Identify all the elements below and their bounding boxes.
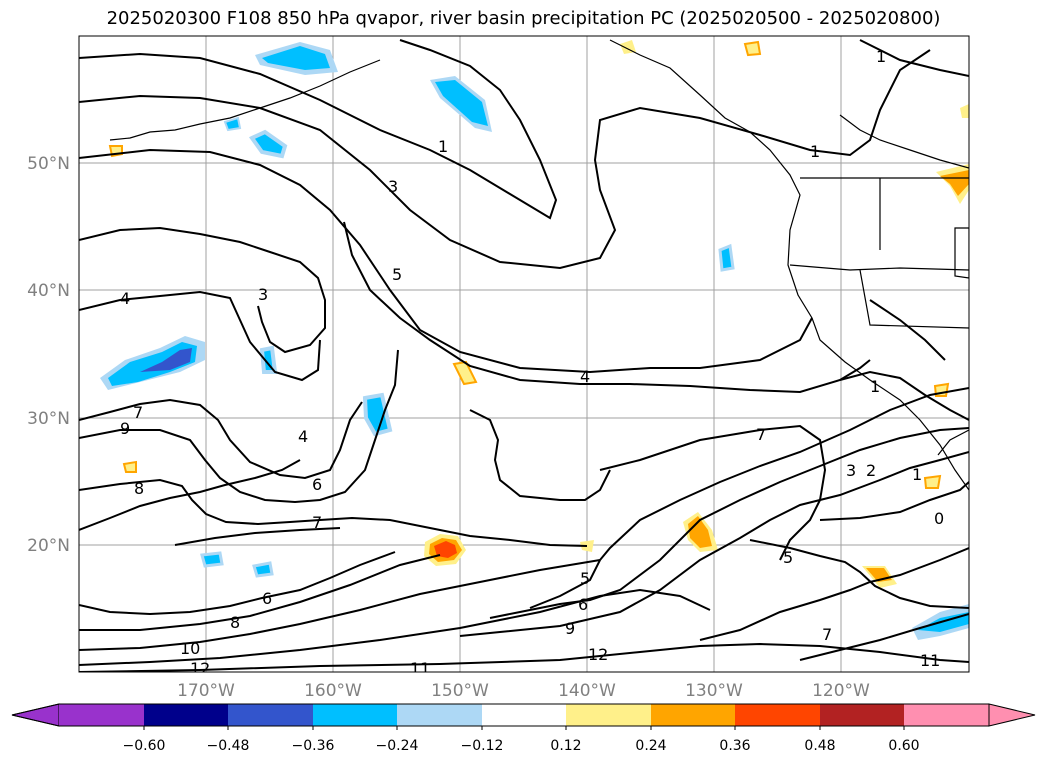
colorbar-tick-label: 0.60 [888,738,919,754]
contour-label: 0 [934,509,944,528]
lon-labels: 170°W 160°W 150°W 140°W 130°W 120°W [177,681,870,701]
contour-label: 6 [262,589,272,608]
contour-label: 4 [120,289,130,308]
contour-label: 12 [190,659,210,678]
colorbar-tick-label: −0.24 [376,738,419,754]
lon-label: 170°W [177,681,235,701]
lon-label: 130°W [685,681,743,701]
contour-label: 3 [388,177,398,196]
contour-label: 11 [410,659,430,678]
colorbar-tick-label: −0.60 [123,738,166,754]
contour-label: 7 [822,625,832,644]
contour-label: 7 [312,513,322,532]
lon-label: 150°W [431,681,489,701]
colorbar-segment [651,704,735,726]
contour-label: 11 [920,651,940,670]
contour-label: 8 [230,613,240,632]
colorbar-segment [313,704,397,726]
contour-label: 2 [866,461,876,480]
contour-label: 1 [876,47,886,66]
colorbar-segment [228,704,313,726]
colorbar-segment [735,704,820,726]
contour-label: 6 [578,595,588,614]
colorbar-segment [59,704,144,726]
contour-label: 4 [298,427,308,446]
coastlines [109,39,969,491]
lat-label: 30°N [27,409,70,429]
colorbar-tick-label: −0.12 [461,738,504,754]
contour-label: 7 [133,403,143,422]
contour-label: 3 [846,461,856,480]
contour-label: 6 [312,475,322,494]
map-frame [78,35,970,673]
contour-label: 1 [810,142,820,161]
contour-label: 1 [870,377,880,396]
map-background [79,36,969,672]
contour-label: 8 [134,479,144,498]
contour-label: 5 [580,569,590,588]
colorbar-tick-label: −0.48 [207,738,250,754]
contour-label: 1 [438,137,448,156]
contour-label: 10 [180,639,200,658]
colorbar-tick-label: 0.48 [804,738,835,754]
colorbar-extend-max [988,703,1036,727]
colorbar-segment [397,704,482,726]
contour-label: 5 [392,265,402,284]
contour-label: 1 [912,465,922,484]
pc-shading-negative [100,42,969,640]
lon-label: 140°W [558,681,616,701]
pc-shading-positive [108,40,969,588]
contour-label: 7 [756,425,766,444]
map-content: 1 1 1 3 3 5 4 4 4 7 9 8 6 7 6 8 10 12 11… [79,36,969,678]
lat-labels: 50°N 40°N 30°N 20°N [27,154,70,556]
lon-label: 160°W [304,681,362,701]
colorbar-segment [820,704,904,726]
colorbar-segment [904,704,989,726]
contour-label: 5 [783,548,793,567]
contour-label: 4 [580,367,590,386]
contour-label: 3 [258,285,268,304]
contour-label: 12 [588,645,608,664]
contour-label: 9 [120,419,130,438]
colorbar-tick-label: 0.36 [719,738,750,754]
colorbar-tick-label: 0.12 [550,738,581,754]
colorbar: −0.60 −0.48 −0.36 −0.24 −0.12 0.12 0.24 … [11,703,1036,754]
lat-label: 40°N [27,281,70,301]
colorbar-tick-label: −0.36 [292,738,335,754]
lat-label: 50°N [27,154,70,174]
lon-label: 120°W [812,681,870,701]
colorbar-segment [482,704,566,726]
colorbar-segment [144,704,228,726]
graticule [79,36,969,672]
colorbar-tick-label: 0.24 [635,738,666,754]
qvapor-contours [79,39,969,672]
colorbar-extend-min [11,703,60,727]
lat-label: 20°N [27,536,70,556]
colorbar-segment [566,704,651,726]
contour-label: 9 [565,619,575,638]
contour-labels: 1 1 1 3 3 5 4 4 4 7 9 8 6 7 6 8 10 12 11… [120,47,944,678]
map-title: 2025020300 F108 850 hPa qvapor, river ba… [106,8,941,29]
